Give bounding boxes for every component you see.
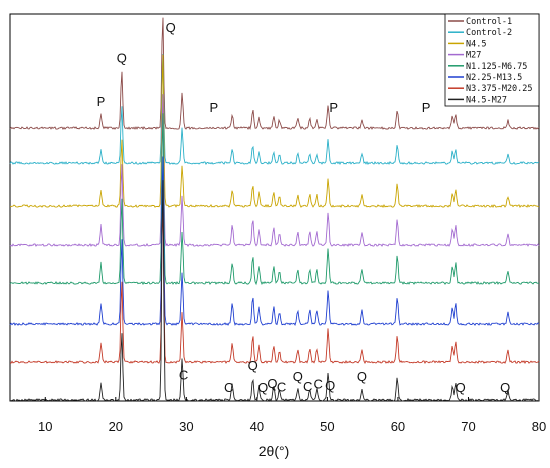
peak-label: P — [210, 100, 219, 115]
series-line — [9, 17, 540, 131]
peak-label: P — [97, 94, 106, 109]
x-tick-label: 30 — [179, 419, 193, 434]
peak-label: Q — [258, 380, 268, 395]
diffraction-traces — [9, 17, 540, 403]
plot-frame — [9, 13, 540, 402]
peak-label: Q — [293, 369, 303, 384]
series-line — [9, 203, 540, 365]
peak-label: Q — [248, 358, 258, 373]
x-tick-label: 80 — [532, 419, 546, 434]
legend-entry: N4.5-M27 — [466, 95, 507, 105]
x-tick-label: 20 — [109, 419, 123, 434]
x-tick-label: 10 — [38, 419, 52, 434]
legend-entry: N4.5 — [466, 39, 486, 49]
legend-entry: N2.25-M13.5 — [466, 73, 522, 83]
x-tick-label: 40 — [250, 419, 264, 434]
series-line — [9, 94, 540, 247]
legend-entry: M27 — [466, 51, 481, 61]
peak-label: Q — [357, 369, 367, 384]
peak-label: P — [329, 100, 338, 115]
peak-label: C — [179, 367, 188, 382]
x-axis-ticks: 10 20 30 40 50 60 70 80 — [38, 397, 546, 434]
series-line — [9, 156, 540, 326]
peak-label: Q — [500, 380, 510, 395]
legend-entry: Control-2 — [466, 28, 512, 38]
series-line — [9, 113, 540, 286]
peak-label: Q — [456, 380, 466, 395]
x-tick-label: 60 — [391, 419, 405, 434]
series-line — [9, 53, 540, 166]
series-line — [9, 180, 540, 403]
peak-label: C — [314, 377, 323, 392]
x-tick-label: 50 — [320, 419, 334, 434]
series-line — [9, 54, 540, 209]
peak-label: P — [422, 100, 431, 115]
legend-box — [444, 13, 540, 107]
peak-label: Q — [267, 376, 277, 391]
peak-label: Q — [117, 51, 127, 66]
peak-label: C — [303, 379, 312, 394]
peak-label: C — [224, 380, 233, 395]
legend-entry: N1.125-M6.75 — [466, 62, 527, 72]
legend-entry: Control-1 — [466, 17, 512, 27]
peak-label: Q — [325, 378, 335, 393]
legend-entry: N3.375-M20.25 — [466, 84, 533, 94]
x-tick-label: 70 — [461, 419, 475, 434]
peak-label: Q — [166, 20, 176, 35]
peak-label: C — [277, 379, 286, 394]
x-axis-title: 2θ(°) — [259, 443, 290, 459]
